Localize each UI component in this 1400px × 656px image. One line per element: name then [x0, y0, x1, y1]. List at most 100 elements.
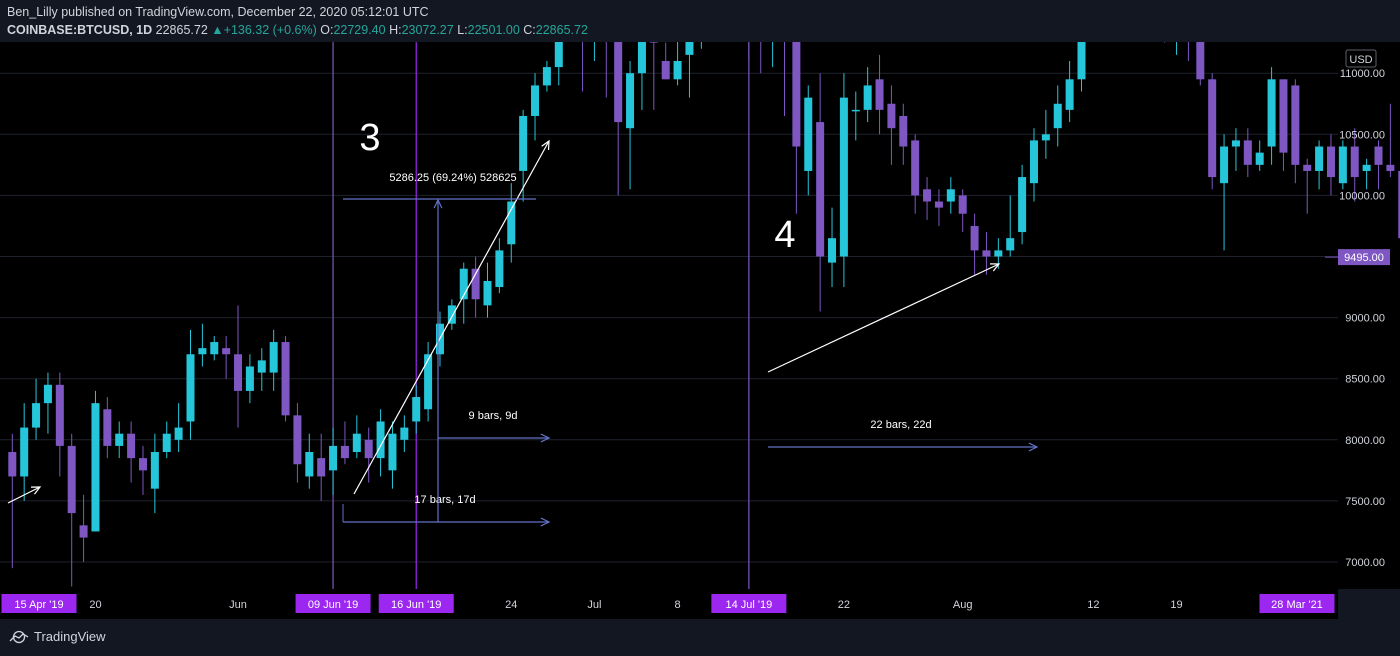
candle-body [103, 409, 112, 446]
time-tick-label: Aug [953, 599, 973, 611]
time-tick-label: 16 Jun '19 [391, 599, 441, 611]
candle-body [234, 354, 243, 391]
price-tick-label: 10000.00 [1339, 190, 1385, 202]
close-value: 22865.72 [535, 23, 588, 37]
candle-body [637, 42, 646, 74]
candle-body [1006, 238, 1015, 251]
candle-body [1041, 134, 1050, 141]
candle-body [1255, 152, 1264, 165]
time-tick-label: 15 Apr '19 [14, 599, 63, 611]
time-tick-label: 28 Mar '21 [1271, 599, 1323, 611]
range-label-17: 17 bars, 17d [414, 494, 475, 506]
candle-body [376, 421, 385, 459]
trend-arrow-wave-4 [767, 263, 1000, 373]
open-value: 22729.40 [333, 23, 386, 37]
candle-body [459, 268, 468, 300]
candle-body [626, 73, 635, 129]
candle-body [245, 366, 254, 391]
candle-body [816, 122, 825, 257]
candle-body [1398, 170, 1400, 239]
time-ticks: 15 Apr '19 20 Jun 09 Jun '19 16 Jun '19 24 Jul… [1, 594, 1335, 613]
candle-body [1303, 164, 1312, 171]
candle-body [507, 201, 516, 245]
measure-vertical-arrow-head [433, 198, 443, 209]
low-value: 22501.00 [467, 23, 520, 37]
candle-body [649, 42, 658, 43]
tradingview-logo[interactable]: TradingView [8, 629, 106, 644]
candle-body [115, 433, 124, 446]
range-label-22: 22 bars, 22d [870, 419, 931, 431]
range-label-9: 9 bars, 9d [469, 410, 518, 422]
candle-body [934, 201, 943, 208]
time-tick-label: Jul [587, 599, 601, 611]
candle-body [8, 452, 17, 477]
candle-body [875, 79, 884, 110]
time-tick-label: 24 [505, 599, 517, 611]
candle-body [685, 42, 694, 55]
x-label-highlight [1259, 594, 1335, 613]
candle-body [388, 433, 397, 471]
grid [0, 72, 1338, 563]
publisher-line: Ben_Lilly published on TradingView.com, … [7, 5, 429, 19]
candle-body [614, 42, 623, 123]
candle-body [899, 115, 908, 147]
wave-label-3: 3 [359, 117, 380, 159]
candle-body [828, 238, 837, 263]
candle-body [91, 403, 100, 532]
price-chart[interactable]: 3 4 5286.25 (69.24%) 528625 17 bars, 17d… [0, 42, 1400, 619]
candle-body [863, 85, 872, 110]
price-tick-label: 11000.00 [1340, 68, 1385, 80]
candle-body [851, 109, 860, 112]
candle-body [994, 250, 1003, 257]
time-tick-label: 19 [1170, 599, 1182, 611]
symbol-name[interactable]: COINBASE:BTCUSD, 1D [7, 23, 153, 37]
candle-body [1267, 79, 1276, 147]
candle-body [531, 85, 540, 116]
currency-badge [1345, 49, 1377, 68]
candle-body [198, 348, 207, 355]
candle-body [958, 195, 967, 214]
wave-label-4: 4 [774, 214, 795, 256]
candle-body [495, 250, 504, 288]
range-arrow-22-head [1028, 442, 1039, 452]
candle-body [340, 445, 349, 459]
candle-body [174, 427, 183, 440]
price-axis[interactable] [1338, 42, 1400, 589]
x-label-highlight [295, 594, 371, 613]
chart-header: Ben_Lilly published on TradingView.com, … [0, 0, 1400, 42]
high-label: H: [389, 23, 402, 37]
candle-body [400, 427, 409, 440]
candle-body [887, 103, 896, 129]
trend-arrow-wave-3 [353, 140, 550, 495]
candle-body [471, 268, 480, 300]
candle-body [55, 384, 64, 446]
last-price: 22865.72 [155, 23, 208, 37]
time-tick-label: 12 [1087, 599, 1099, 611]
candle-body [792, 42, 801, 147]
tradingview-brand-text: TradingView [34, 629, 106, 644]
candle-body [1338, 146, 1347, 184]
currency-label: USD [1349, 54, 1372, 66]
candle-body [67, 445, 76, 514]
chart-pane[interactable] [0, 42, 1338, 589]
candle-body [1077, 42, 1086, 80]
candle-body [1196, 42, 1205, 80]
candle-body [970, 225, 979, 251]
candle-body [1053, 103, 1062, 129]
last-price-tag [1338, 249, 1390, 266]
candle-body [1231, 140, 1240, 147]
candle-body [222, 348, 231, 355]
candle-body [364, 439, 373, 459]
candle-body [210, 342, 219, 355]
candle-body [1315, 146, 1324, 171]
candle-body [1374, 146, 1383, 165]
candle-body [923, 189, 932, 202]
candle-body [673, 60, 682, 80]
x-label-highlight [1, 594, 77, 613]
candle-body [1029, 140, 1038, 184]
time-axis[interactable] [0, 589, 1338, 619]
candle-body [20, 427, 29, 477]
candle-body [43, 384, 52, 404]
candle-body [138, 458, 147, 471]
candle-body [1220, 146, 1229, 184]
